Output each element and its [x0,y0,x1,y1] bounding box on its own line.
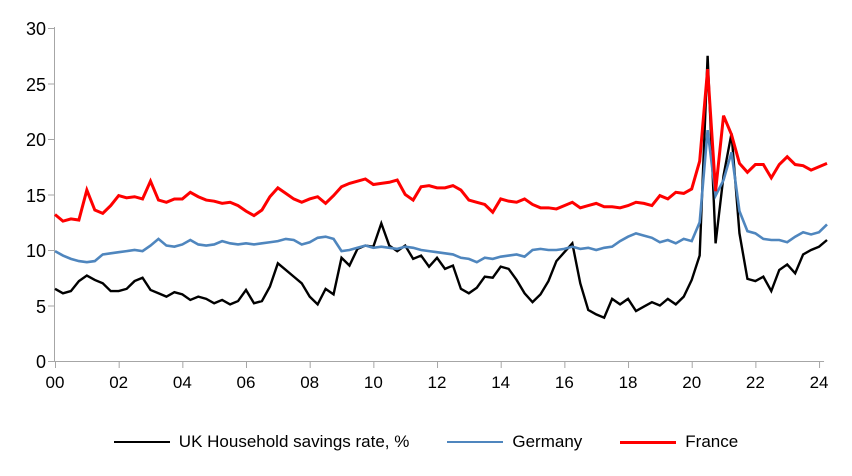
legend: UK Household savings rate, % Germany Fra… [0,430,852,454]
legend-item-uk: UK Household savings rate, % [113,432,410,452]
legend-item-germany: Germany [447,432,582,452]
x-axis-label: 12 [427,373,447,392]
y-axis-label: 15 [25,185,46,206]
germany-line-swatch [447,440,504,444]
series-line-france [54,68,828,223]
x-axis-label: 08 [300,373,320,392]
series-line-uk [54,55,828,320]
x-axis-label: 16 [554,373,574,392]
x-axis-label: 20 [682,373,702,392]
legend-label-uk: UK Household savings rate, % [178,432,410,451]
y-axis-label: 20 [25,130,46,150]
x-axis-label: 04 [172,373,192,392]
x-axis-label: 24 [809,373,829,392]
series-line-germany [54,129,828,264]
x-axis-label: 06 [236,373,256,392]
y-axis-label: 25 [25,74,46,95]
x-axis-label: 14 [491,373,511,392]
uk-line-swatch [113,440,170,444]
y-axis-label: 30 [25,19,46,39]
legend-label-germany: Germany [512,432,583,451]
x-axis-label: 18 [618,373,638,392]
x-axis-label: 02 [109,373,129,392]
y-axis-label: 0 [35,352,46,372]
legend-label-france: France [685,432,739,451]
x-axis-label: 00 [45,373,65,392]
y-axis-label: 10 [25,241,46,261]
legend-item-france: France [620,432,738,452]
y-axis-label: 5 [35,296,46,317]
france-line-swatch [620,440,677,444]
x-axis-label: 10 [363,373,383,392]
x-axis-label: 22 [745,373,765,392]
